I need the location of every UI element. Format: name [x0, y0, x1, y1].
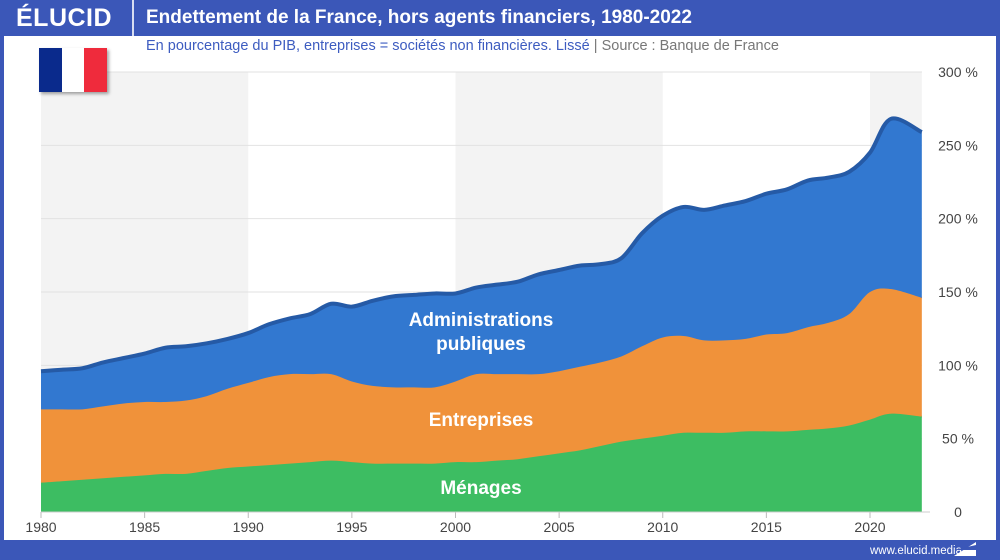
- label-apu-2: publiques: [436, 334, 526, 355]
- x-tick-label: 2020: [854, 519, 885, 535]
- y-tick-label: 50 %: [942, 431, 974, 447]
- label-menages: Ménages: [440, 478, 521, 499]
- area-entreprises: [41, 288, 922, 483]
- y-tick-label: 100 %: [938, 357, 978, 373]
- label-entreprises: Entreprises: [429, 410, 534, 431]
- y-tick-label: 250 %: [938, 137, 978, 153]
- x-tick-label: 1980: [25, 519, 56, 535]
- chart-title: Endettement de la France, hors agents fi…: [146, 7, 692, 28]
- subtitle-separator: |: [593, 38, 598, 54]
- x-tick-label: 2005: [544, 519, 575, 535]
- x-tick-label: 1995: [336, 519, 367, 535]
- area-administrations-publiques: [41, 118, 922, 410]
- france-flag-icon: [39, 48, 108, 92]
- chart-subtitle: En pourcentage du PIB, entreprises = soc…: [146, 38, 779, 54]
- elucid-mark-icon: [954, 542, 976, 556]
- y-tick-label: 200 %: [938, 211, 978, 227]
- x-tick-label: 1985: [129, 519, 160, 535]
- footer-url[interactable]: www.elucid.media: [869, 545, 962, 557]
- y-tick-label: 300 %: [938, 64, 978, 80]
- label-apu-1: Administrations: [409, 310, 554, 331]
- x-tick-label: 2015: [751, 519, 782, 535]
- y-tick-label: 0: [954, 504, 962, 520]
- source-text: Source : Banque de France: [601, 38, 779, 54]
- line-administrations-publiques: [40, 116, 923, 374]
- header: ÉLUCID Endettement de la France, hors ag…: [0, 0, 1000, 36]
- elucid-logo: ÉLUCID: [16, 4, 113, 32]
- x-tick-label: 2000: [440, 519, 471, 535]
- y-tick-label: 150 %: [938, 284, 978, 300]
- x-tick-label: 2010: [647, 519, 678, 535]
- header-divider: [132, 0, 134, 36]
- subtitle-text: En pourcentage du PIB, entreprises = soc…: [146, 38, 590, 54]
- x-tick-label: 1990: [233, 519, 264, 535]
